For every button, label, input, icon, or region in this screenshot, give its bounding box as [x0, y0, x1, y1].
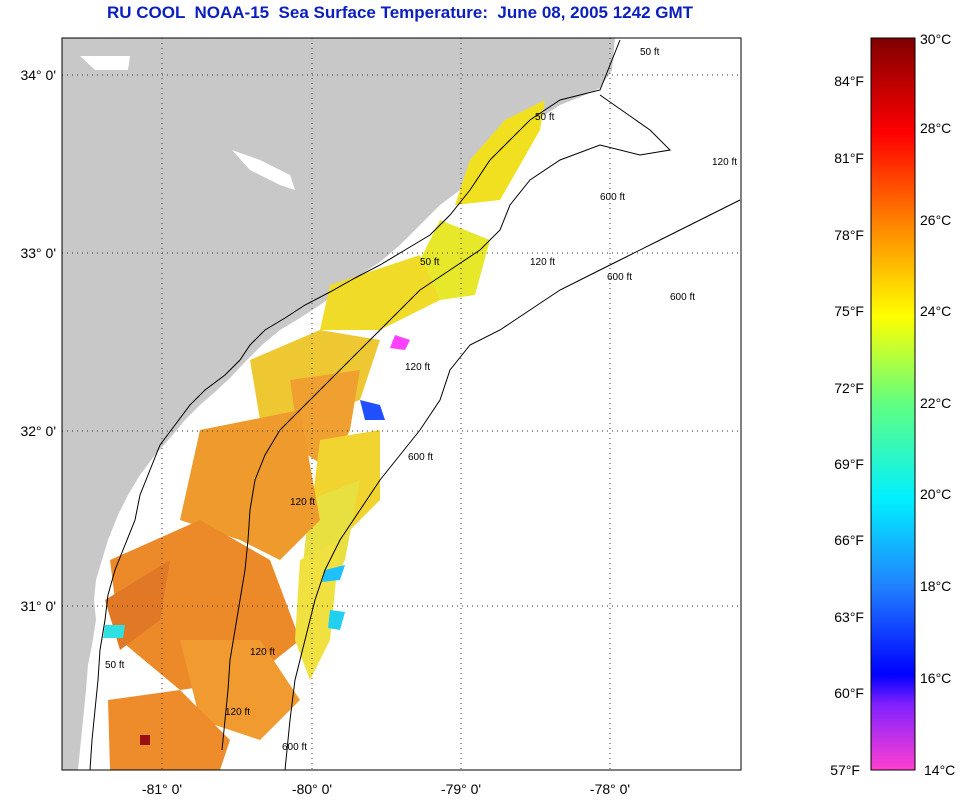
- colorbar-f-label: 63°F: [834, 609, 864, 625]
- lat-label: 32° 0': [20, 423, 56, 439]
- contour-label-50ft: 50 ft: [105, 660, 125, 671]
- sst-data: [103, 100, 545, 770]
- contour-label-600ft: 600 ft: [282, 742, 307, 753]
- depth-contours: [89, 39, 741, 770]
- lat-label: 34° 0': [20, 67, 56, 83]
- lake: [80, 56, 130, 70]
- contour-label-600ft: 600 ft: [600, 192, 625, 203]
- contour-label-600ft: 600 ft: [408, 452, 433, 463]
- contour-label-50ft: 50 ft: [640, 47, 660, 58]
- colorbar-c-label: 20°C: [920, 486, 951, 502]
- colorbar-f-label: 78°F: [834, 227, 864, 243]
- contour-label-120ft: 120 ft: [225, 707, 250, 718]
- colorbar-f-label: 75°F: [834, 303, 864, 319]
- map-title: RU COOL NOAA-15 Sea Surface Temperature:…: [106, 3, 694, 22]
- colorbar-c-label: 28°C: [920, 120, 951, 136]
- colorbar-f-label: 69°F: [834, 456, 864, 472]
- colorbar-c-label: 24°C: [920, 303, 951, 319]
- lon-label: -78° 0': [590, 781, 630, 797]
- colorbar-c-label: 14°C: [924, 762, 955, 778]
- contour-label-120ft: 120 ft: [290, 497, 315, 508]
- colorbar-c-label: 16°C: [920, 670, 951, 686]
- contour-label-120ft: 120 ft: [712, 157, 737, 168]
- colorbar-c-label: 18°C: [920, 578, 951, 594]
- contour-label-120ft: 120 ft: [405, 362, 430, 373]
- lon-label: -80° 0': [292, 781, 332, 797]
- contour-label-50ft: 50 ft: [535, 112, 555, 123]
- graticule: [62, 38, 741, 770]
- colorbar-f-label: 81°F: [834, 150, 864, 166]
- colorbar-c-label: 22°C: [920, 395, 951, 411]
- contour-label-50ft: 50 ft: [420, 257, 440, 268]
- lon-label: -81° 0': [142, 781, 182, 797]
- colorbar-f-label: 57°F: [830, 762, 860, 778]
- lat-label: 33° 0': [20, 245, 56, 261]
- sst-map[interactable]: 50 ft 50 ft 50 ft 50 ft 120 ft 120 ft 12…: [0, 0, 760, 801]
- contour-label-600ft: 600 ft: [670, 292, 695, 303]
- colorbar-f-label: 60°F: [834, 685, 864, 701]
- land-mass: [62, 38, 615, 770]
- colorbar-c-label: 26°C: [920, 212, 951, 228]
- colorbar-f-label: 66°F: [834, 532, 864, 548]
- contour-label-120ft: 120 ft: [530, 257, 555, 268]
- map-frame: [61, 37, 742, 771]
- lat-label: 31° 0': [20, 598, 56, 614]
- colorbar-gradient: [870, 37, 916, 771]
- contour-label-600ft: 600 ft: [607, 272, 632, 283]
- lake: [232, 150, 295, 190]
- colorbar-c-label: 30°C: [920, 31, 951, 47]
- contour-label-120ft: 120 ft: [250, 647, 275, 658]
- lon-label: -79° 0': [441, 781, 481, 797]
- colorbar-f-label: 72°F: [834, 380, 864, 396]
- colorbar-f-label: 84°F: [834, 73, 864, 89]
